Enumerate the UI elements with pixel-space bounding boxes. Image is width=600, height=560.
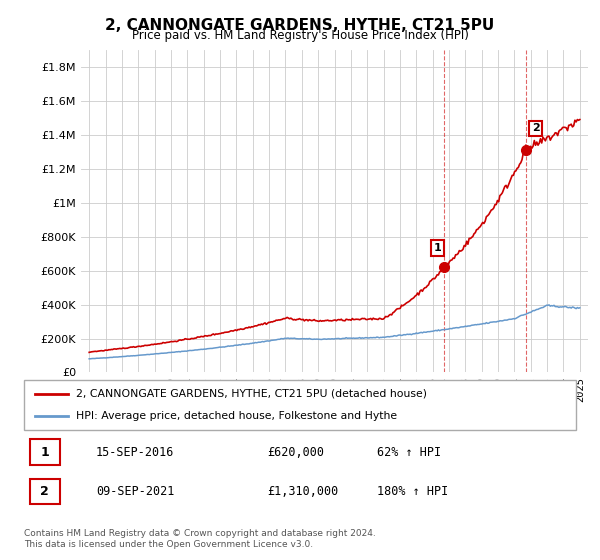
- Text: Price paid vs. HM Land Registry's House Price Index (HPI): Price paid vs. HM Land Registry's House …: [131, 29, 469, 42]
- Text: 2: 2: [40, 485, 49, 498]
- Text: Contains HM Land Registry data © Crown copyright and database right 2024.
This d: Contains HM Land Registry data © Crown c…: [24, 529, 376, 549]
- FancyBboxPatch shape: [29, 439, 60, 465]
- Text: 62% ↑ HPI: 62% ↑ HPI: [377, 446, 442, 459]
- Text: 2, CANNONGATE GARDENS, HYTHE, CT21 5PU: 2, CANNONGATE GARDENS, HYTHE, CT21 5PU: [106, 18, 494, 33]
- Text: £620,000: £620,000: [267, 446, 324, 459]
- Text: 09-SEP-2021: 09-SEP-2021: [96, 485, 174, 498]
- Text: 1: 1: [40, 446, 49, 459]
- Text: 15-SEP-2016: 15-SEP-2016: [96, 446, 174, 459]
- Text: HPI: Average price, detached house, Folkestone and Hythe: HPI: Average price, detached house, Folk…: [76, 412, 398, 422]
- Text: 2: 2: [532, 123, 539, 133]
- FancyBboxPatch shape: [29, 479, 60, 505]
- Text: 1: 1: [434, 243, 442, 253]
- Text: 180% ↑ HPI: 180% ↑ HPI: [377, 485, 449, 498]
- Text: 2, CANNONGATE GARDENS, HYTHE, CT21 5PU (detached house): 2, CANNONGATE GARDENS, HYTHE, CT21 5PU (…: [76, 389, 427, 399]
- Text: £1,310,000: £1,310,000: [267, 485, 338, 498]
